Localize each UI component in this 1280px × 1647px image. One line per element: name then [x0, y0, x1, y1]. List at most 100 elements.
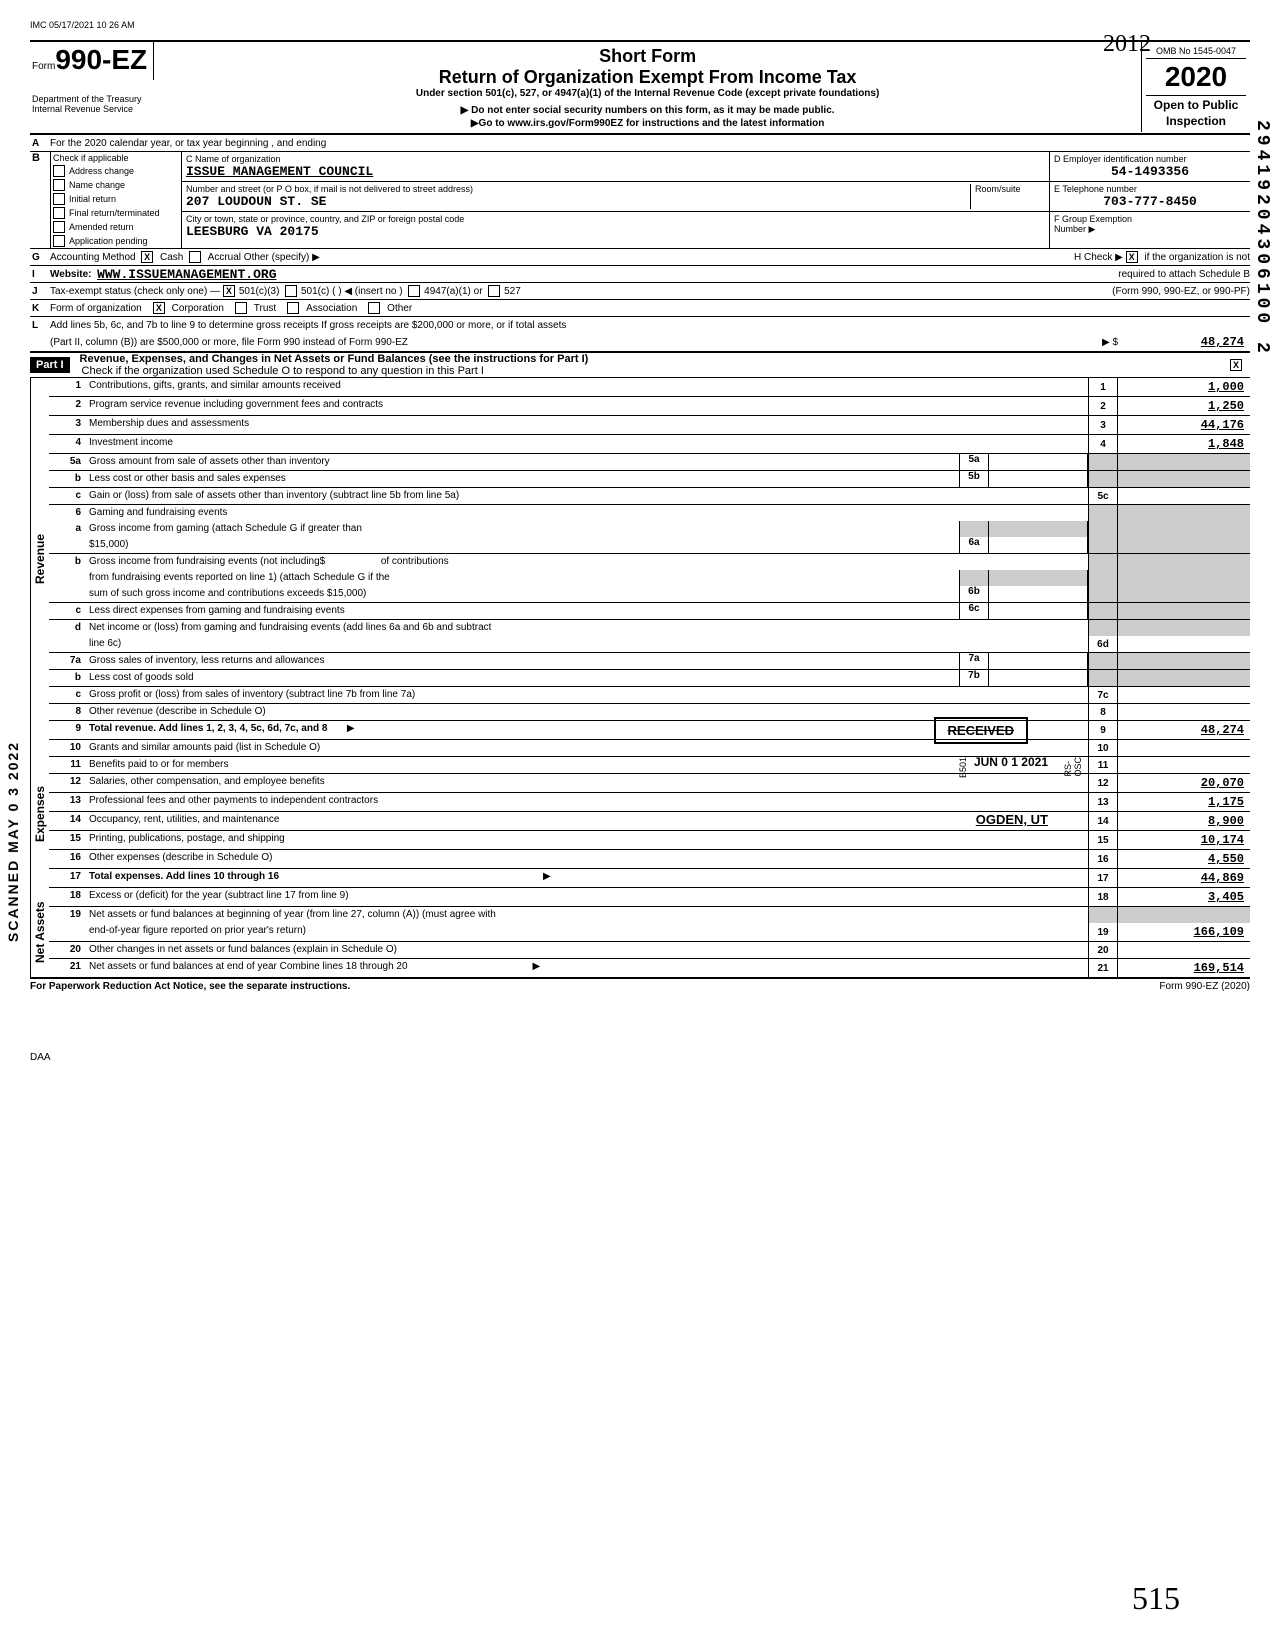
r6d-valshaded — [1118, 620, 1250, 636]
revenue-section: Revenue 1Contributions, gifts, grants, a… — [30, 378, 1250, 740]
trust-checkbox[interactable] — [235, 302, 247, 314]
row-9: 9Total revenue. Add lines 1, 2, 3, 4, 5c… — [49, 721, 1250, 740]
r9-num: 9 — [49, 721, 85, 739]
r7b-valshaded — [1118, 670, 1250, 686]
r5b-num: b — [49, 471, 85, 487]
r6b-num2 — [49, 570, 85, 586]
name-change-label: Name change — [69, 180, 125, 190]
r17-val: 44,869 — [1118, 869, 1250, 887]
row-7c: cGross profit or (loss) from sales of in… — [49, 687, 1250, 704]
letter-a: A — [30, 138, 50, 149]
section-b: B Check if applicable Address change Nam… — [30, 152, 1250, 249]
cash-checkbox[interactable]: X — [141, 251, 153, 263]
r6b-valshaded2 — [1118, 570, 1250, 586]
r2-num: 2 — [49, 397, 85, 415]
tax-year: 2020 — [1146, 59, 1246, 96]
r21-num: 21 — [49, 959, 85, 977]
r10-num: 10 — [49, 740, 85, 756]
r17-box: 17 — [1088, 869, 1118, 887]
r5b-shaded — [1088, 471, 1118, 487]
other-label: Other — [387, 303, 412, 314]
row-3: 3Membership dues and assessments344,176 — [49, 416, 1250, 435]
part1-check-text: Check if the organization used Schedule … — [76, 365, 484, 377]
part1-header-row: Part I Revenue, Expenses, and Changes in… — [30, 353, 1250, 378]
row-11: 11Benefits paid to or for members B501 J… — [49, 757, 1250, 774]
final-return-label: Final return/terminated — [69, 208, 160, 218]
row-6b-1: b Gross income from fundraising events (n… — [49, 554, 1250, 570]
r6b-desc2: of contributions — [381, 556, 449, 567]
e-label: E Telephone number — [1054, 184, 1246, 194]
f-number-label: Number ▶ — [1054, 224, 1246, 235]
r5c-desc: Gain or (loss) from sale of assets other… — [85, 488, 1088, 504]
r16-val: 4,550 — [1118, 850, 1250, 868]
letter-l: L — [30, 320, 50, 331]
row-19-2: end-of-year figure reported on prior yea… — [49, 923, 1250, 942]
r21-desc: Net assets or fund balances at end of ye… — [89, 961, 408, 972]
h-checkbox[interactable]: X — [1126, 251, 1138, 263]
r19-val: 166,109 — [1118, 923, 1250, 941]
amended-return-check[interactable]: Amended return — [51, 220, 181, 234]
r6b-valshaded3 — [1118, 586, 1250, 602]
row-6: 6Gaming and fundraising events — [49, 505, 1250, 521]
r5a-ibox: 5a — [959, 454, 989, 470]
expenses-section: Expenses 10Grants and similar amounts pa… — [30, 740, 1250, 888]
title-box: Short Form 2012 Return of Organization E… — [154, 42, 1141, 133]
r6b-num3 — [49, 586, 85, 602]
501c-label: 501(c) ( ) ◀ (insert no ) — [301, 286, 403, 297]
application-pending-check[interactable]: Application pending — [51, 234, 181, 248]
row-17: 17Total expenses. Add lines 10 through 1… — [49, 869, 1250, 888]
accrual-label: Accrual Other (specify) ▶ — [208, 252, 320, 263]
r14-desc: Occupancy, rent, utilities, and maintena… — [89, 814, 279, 825]
accounting-method-label: Accounting Method — [50, 252, 136, 263]
r19-box: 19 — [1088, 923, 1118, 941]
name-change-check[interactable]: Name change — [51, 178, 181, 192]
r6c-valshaded — [1118, 603, 1250, 619]
inspection: Inspection — [1146, 112, 1246, 128]
row-1: 1Contributions, gifts, grants, and simil… — [49, 378, 1250, 397]
accrual-checkbox[interactable] — [189, 251, 201, 263]
4947-checkbox[interactable] — [408, 285, 420, 297]
corp-label: Corporation — [172, 303, 224, 314]
row-21: 21 Net assets or fund balances at end of … — [49, 959, 1250, 977]
schedule-o-checkbox[interactable]: X — [1230, 359, 1242, 371]
r7b-ival — [989, 670, 1088, 686]
r5c-box: 5c — [1088, 488, 1118, 504]
initial-return-check[interactable]: Initial return — [51, 192, 181, 206]
r6d-box: 6d — [1088, 636, 1118, 652]
501c3-checkbox[interactable]: X — [223, 285, 235, 297]
501c-checkbox[interactable] — [285, 285, 297, 297]
assoc-checkbox[interactable] — [287, 302, 299, 314]
form-header: Form990-EZ Short Form 2012 Return of Org… — [30, 40, 1250, 134]
corp-checkbox[interactable]: X — [153, 302, 165, 314]
r15-desc: Printing, publications, postage, and shi… — [85, 831, 1088, 849]
row-18: 18Excess or (deficit) for the year (subt… — [49, 888, 1250, 907]
city-value: LEESBURG VA 20175 — [186, 224, 1045, 239]
r19-desc2: end-of-year figure reported on prior yea… — [85, 923, 1088, 941]
part1-label: Part I — [30, 357, 70, 373]
paperwork-notice: For Paperwork Reduction Act Notice, see … — [30, 981, 350, 992]
r14-num: 14 — [49, 812, 85, 830]
r5a-shaded — [1088, 454, 1118, 470]
r14-val: 8,900 — [1118, 812, 1250, 830]
line-j: J Tax-exempt status (check only one) — X… — [30, 283, 1250, 300]
cash-label: Cash — [160, 252, 183, 263]
address-change-check[interactable]: Address change — [51, 164, 181, 178]
final-return-check[interactable]: Final return/terminated — [51, 206, 181, 220]
omb-number: OMB No 1545-0047 — [1146, 46, 1246, 59]
r6a-ishaded — [959, 521, 989, 537]
r6b-desc: Gross income from fundraising events (no… — [89, 556, 325, 567]
line-i: I Website: WWW.ISSUEMANAGEMENT.ORG requi… — [30, 266, 1250, 283]
r4-box: 4 — [1088, 435, 1118, 453]
r7a-shaded — [1088, 653, 1118, 669]
4947-label: 4947(a)(1) or — [424, 286, 482, 297]
r5b-ibox: 5b — [959, 471, 989, 487]
other-checkbox[interactable] — [368, 302, 380, 314]
r6a-num2 — [49, 537, 85, 553]
r7c-val — [1118, 687, 1250, 703]
r6b-num: b — [49, 554, 85, 570]
527-checkbox[interactable] — [488, 285, 500, 297]
r1-num: 1 — [49, 378, 85, 396]
r6c-shaded — [1088, 603, 1118, 619]
r6-valshaded — [1118, 505, 1250, 521]
phone-value: 703-777-8450 — [1054, 194, 1246, 209]
